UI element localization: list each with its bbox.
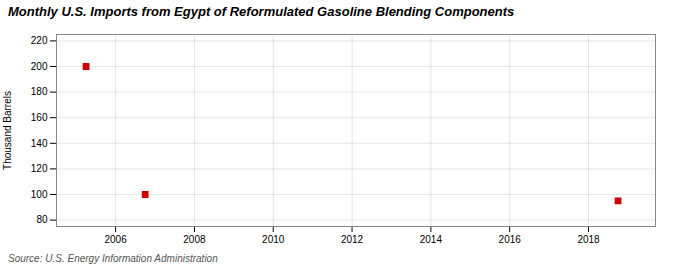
svg-text:160: 160 xyxy=(31,112,48,123)
svg-text:2014: 2014 xyxy=(420,234,443,245)
svg-text:2008: 2008 xyxy=(183,234,206,245)
svg-text:180: 180 xyxy=(31,86,48,97)
svg-text:2018: 2018 xyxy=(577,234,600,245)
svg-text:140: 140 xyxy=(31,138,48,149)
svg-text:100: 100 xyxy=(31,189,48,200)
svg-text:2012: 2012 xyxy=(341,234,364,245)
svg-text:120: 120 xyxy=(31,163,48,174)
html-text:Source: U.S. Energy Informatio: Source: U.S. Energy Information Administ… xyxy=(8,253,218,264)
svg-text:2010: 2010 xyxy=(262,234,285,245)
svg-text:200: 200 xyxy=(31,61,48,72)
svg-text:2016: 2016 xyxy=(499,234,522,245)
svg-text:2006: 2006 xyxy=(104,234,127,245)
svg-text:220: 220 xyxy=(31,35,48,46)
html-text:Monthly U.S. Imports from Egyp: Monthly U.S. Imports from Egypt of Refor… xyxy=(8,4,515,19)
svg-text:80: 80 xyxy=(36,214,48,225)
svg-text:Thousand Barrels: Thousand Barrels xyxy=(2,91,13,170)
